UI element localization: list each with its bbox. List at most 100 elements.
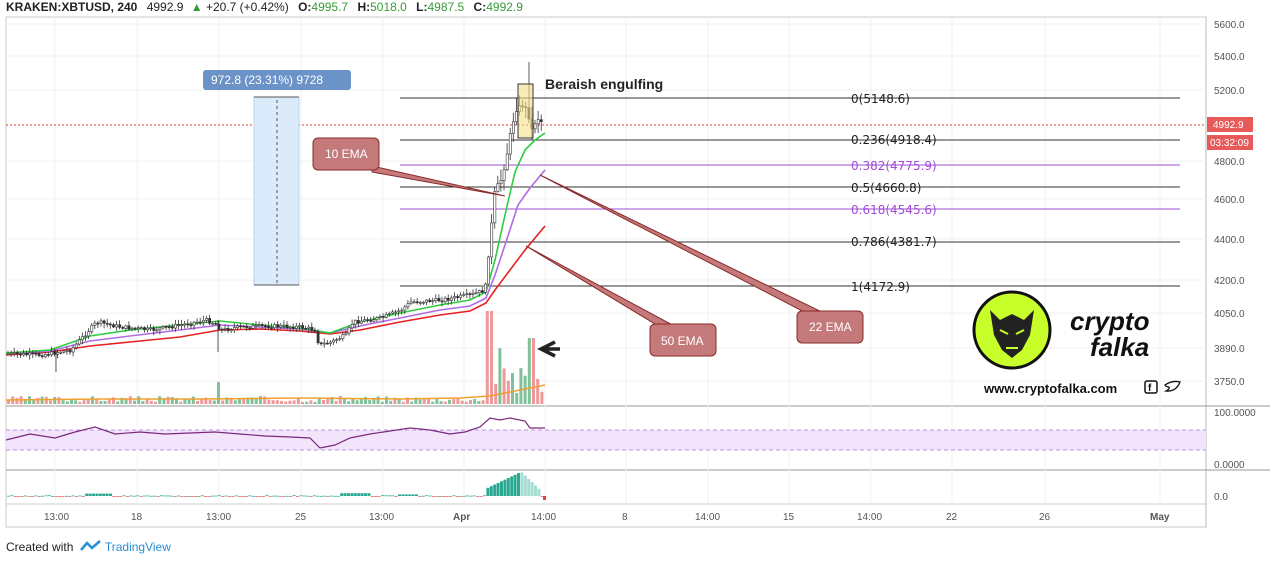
macd-bar bbox=[336, 495, 340, 497]
callout-ema50[interactable]: 50 EMA bbox=[525, 245, 717, 357]
candle-body bbox=[332, 339, 336, 343]
macd-bar bbox=[64, 495, 68, 497]
candle-body bbox=[133, 327, 137, 330]
candle-body bbox=[400, 309, 404, 312]
candle-body bbox=[502, 169, 506, 181]
candle-body bbox=[288, 326, 292, 329]
candle-body bbox=[223, 328, 227, 330]
tradingview-link[interactable]: TradingView bbox=[104, 540, 171, 554]
macd-bar bbox=[527, 478, 531, 496]
time-axis[interactable]: 13:00 18 13:00 25 13:00 Apr 14:00 8 14:0… bbox=[44, 512, 1170, 523]
candle-body bbox=[536, 119, 540, 125]
volume-bar bbox=[53, 396, 57, 404]
volume-bar bbox=[385, 396, 388, 404]
logo-line1: crypto bbox=[1070, 306, 1150, 336]
candle-body bbox=[124, 325, 128, 329]
volume-bar bbox=[443, 401, 447, 404]
candle-body bbox=[22, 353, 26, 356]
macd-bar bbox=[442, 496, 446, 497]
macd-bar bbox=[44, 495, 48, 497]
time-tick: 14:00 bbox=[695, 512, 720, 523]
fib-label: 1(4172.9) bbox=[851, 280, 910, 294]
time-tick: 22 bbox=[946, 512, 958, 523]
candle-body bbox=[539, 119, 543, 122]
volume-bar bbox=[250, 397, 254, 404]
volume-bar bbox=[233, 400, 237, 404]
price-tick: 3890.0 bbox=[1214, 344, 1245, 355]
macd-bar bbox=[279, 496, 282, 497]
macd-bar bbox=[180, 496, 184, 497]
bearish-engulfing-highlight[interactable] bbox=[517, 83, 534, 139]
facebook-icon bbox=[1144, 380, 1158, 394]
ohlc-legend: KRAKEN:XBTUSD, 240 4992.9 ▲ +20.7 (+0.42… bbox=[6, 0, 523, 14]
candle-body bbox=[369, 320, 373, 322]
volume-bar bbox=[124, 398, 128, 404]
candle-body bbox=[208, 318, 212, 324]
macd-bar bbox=[58, 496, 61, 497]
volume-bar bbox=[57, 397, 61, 404]
macd-bar bbox=[10, 495, 14, 497]
macd-bar bbox=[506, 478, 510, 496]
candle-body bbox=[363, 319, 367, 322]
volume-bar bbox=[460, 400, 464, 404]
volume-bar bbox=[116, 401, 120, 404]
fib-label: 0.382(4775.9) bbox=[851, 159, 937, 173]
callout-ema22[interactable]: 22 EMA bbox=[539, 174, 864, 344]
created-with-label: Created with bbox=[6, 540, 74, 554]
candle-body bbox=[434, 298, 438, 301]
candle-body bbox=[319, 342, 323, 345]
candle-body bbox=[37, 353, 41, 356]
macd-bar bbox=[272, 495, 276, 497]
macd-bar bbox=[513, 474, 517, 496]
macd-bar bbox=[221, 496, 225, 497]
candle-body bbox=[189, 324, 193, 327]
volume-bar bbox=[254, 398, 258, 404]
rsi-axis-top: 100.0000 bbox=[1214, 408, 1256, 419]
candle-body bbox=[161, 326, 165, 329]
volume-bar bbox=[91, 396, 94, 404]
candle-body bbox=[205, 318, 208, 321]
macd-bar bbox=[143, 495, 146, 497]
candle-body bbox=[59, 352, 63, 354]
volume-bar bbox=[288, 400, 292, 404]
macd-bar bbox=[432, 496, 435, 497]
macd-bar bbox=[340, 493, 344, 496]
macd-bar bbox=[75, 496, 78, 497]
candle-body bbox=[174, 324, 177, 329]
candle-body bbox=[350, 324, 354, 329]
price-axis[interactable]: 5600.0 5400.0 5200.0 4800.0 4600.0 4400.… bbox=[1214, 20, 1245, 388]
logo-line2: falka bbox=[1090, 332, 1149, 362]
volume-bar bbox=[32, 399, 36, 404]
candle-body bbox=[99, 320, 103, 324]
candle-body bbox=[96, 322, 100, 325]
candle-body bbox=[440, 300, 444, 303]
volume-bar bbox=[221, 400, 225, 404]
candle-body bbox=[65, 350, 69, 352]
volume-bar bbox=[364, 396, 367, 404]
callout-ema10[interactable]: 10 EMA bbox=[312, 137, 506, 197]
candle-body bbox=[214, 323, 218, 325]
volume-bar bbox=[368, 400, 372, 404]
macd-bar bbox=[520, 472, 524, 496]
candle-body bbox=[409, 301, 413, 304]
candle-body bbox=[431, 300, 435, 302]
candle-body bbox=[279, 325, 283, 328]
macd-bar bbox=[540, 496, 544, 497]
candle-body bbox=[155, 329, 159, 332]
macd-bar bbox=[323, 495, 327, 497]
fibonacci-retracement[interactable]: 0(5148.6) 0.236(4918.4) 0.382(4775.9) 0.… bbox=[400, 92, 1180, 294]
footer-credit[interactable]: Created with TradingView bbox=[6, 540, 171, 554]
open-value: 4995.7 bbox=[311, 0, 348, 14]
macd-bar bbox=[296, 496, 299, 497]
macd-bar bbox=[398, 494, 401, 496]
candle-body bbox=[19, 353, 22, 356]
macd-bar bbox=[510, 476, 514, 496]
fib-label: 0(5148.6) bbox=[851, 92, 910, 106]
price-tick: 5400.0 bbox=[1214, 52, 1245, 63]
macd-bar bbox=[364, 493, 367, 496]
volume-bar bbox=[99, 400, 103, 404]
tradingview-logo-icon bbox=[79, 540, 101, 551]
macd-bar bbox=[438, 495, 442, 497]
candle-body bbox=[81, 336, 84, 341]
fib-label: 0.618(4545.6) bbox=[851, 203, 937, 217]
